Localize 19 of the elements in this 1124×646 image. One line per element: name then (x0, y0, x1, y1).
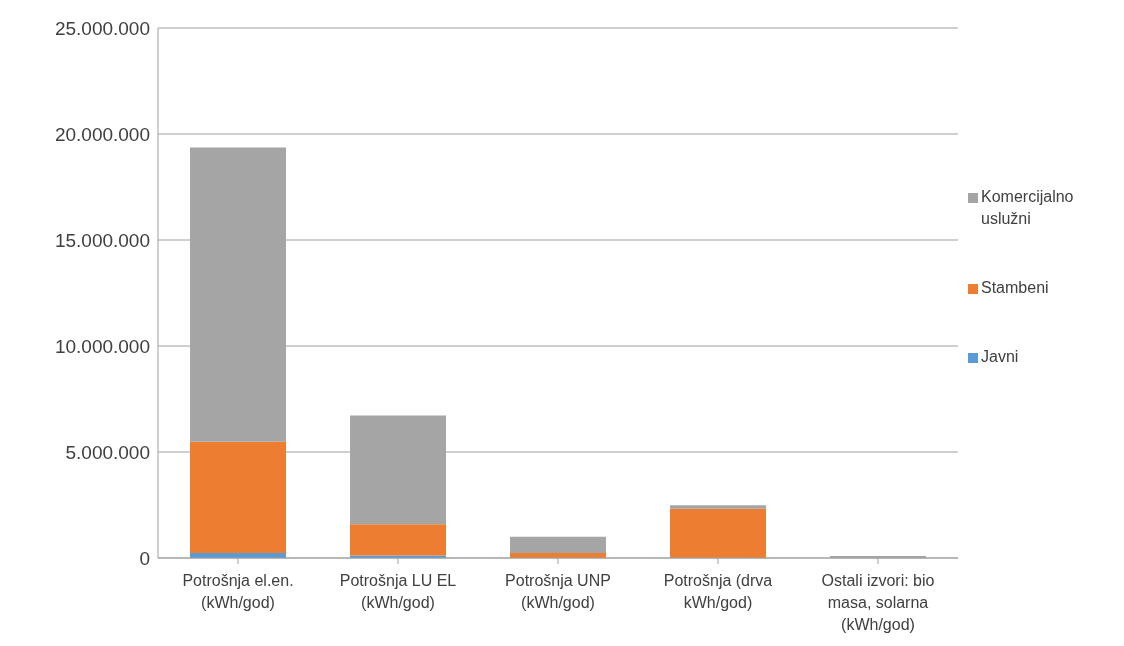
bar (350, 524, 446, 556)
bar (670, 508, 766, 558)
bar (510, 536, 606, 553)
legend-label: Komercijalno uslužni (981, 186, 1075, 229)
y-tick-label: 20.000.000 (54, 123, 150, 145)
x-tick-label: Potrošnja LU EL (kWh/god) (339, 572, 457, 611)
y-tick-label: 10.000.000 (54, 335, 150, 357)
x-tick-label: Potrošnja UNP (kWh/god) (505, 572, 611, 611)
bar (670, 505, 766, 509)
x-tick-label: Ostali izvori: bio masa, solarna (kWh/god) (821, 572, 935, 633)
x-tick-label: Potrošnja el.en. (kWh/god) (182, 572, 294, 611)
y-tick-label: 15.000.000 (54, 229, 150, 251)
x-tick-label: Potrošnja (drva kWh/god) (663, 572, 773, 611)
y-tick-label: 25.000.000 (54, 17, 150, 39)
y-tick-label: 0 (139, 547, 150, 569)
y-tick-label: 5.000.000 (65, 441, 150, 463)
bar (190, 441, 286, 553)
legend-label: Javni (981, 346, 1020, 367)
legend-label: Stambeni (981, 277, 1050, 298)
